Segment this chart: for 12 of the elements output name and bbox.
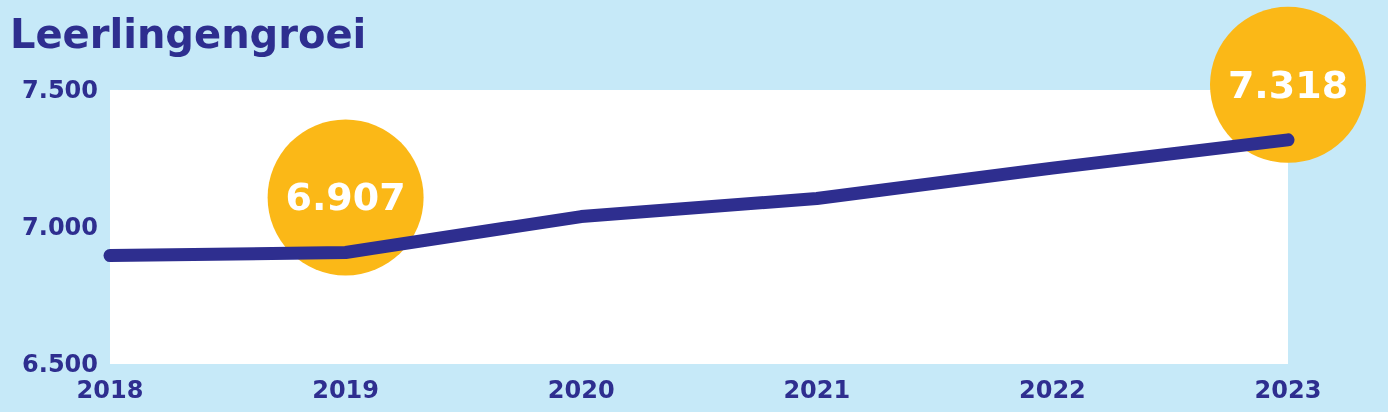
y-tick-label: 6.500 [22,350,98,378]
x-tick-label: 2021 [783,376,851,404]
data-label: 6.907 [285,175,406,220]
x-tick-label: 2023 [1254,376,1322,404]
y-tick-label: 7.500 [22,76,98,104]
x-tick-label: 2019 [312,376,379,404]
data-label: 7.318 [1227,62,1349,107]
x-tick-label: 2022 [1019,376,1086,404]
x-tick-label: 2020 [547,376,615,404]
y-tick-label: 7.000 [22,213,98,241]
x-tick-label: 2018 [76,376,144,404]
chart-title: Leerlingengroei [10,11,367,57]
